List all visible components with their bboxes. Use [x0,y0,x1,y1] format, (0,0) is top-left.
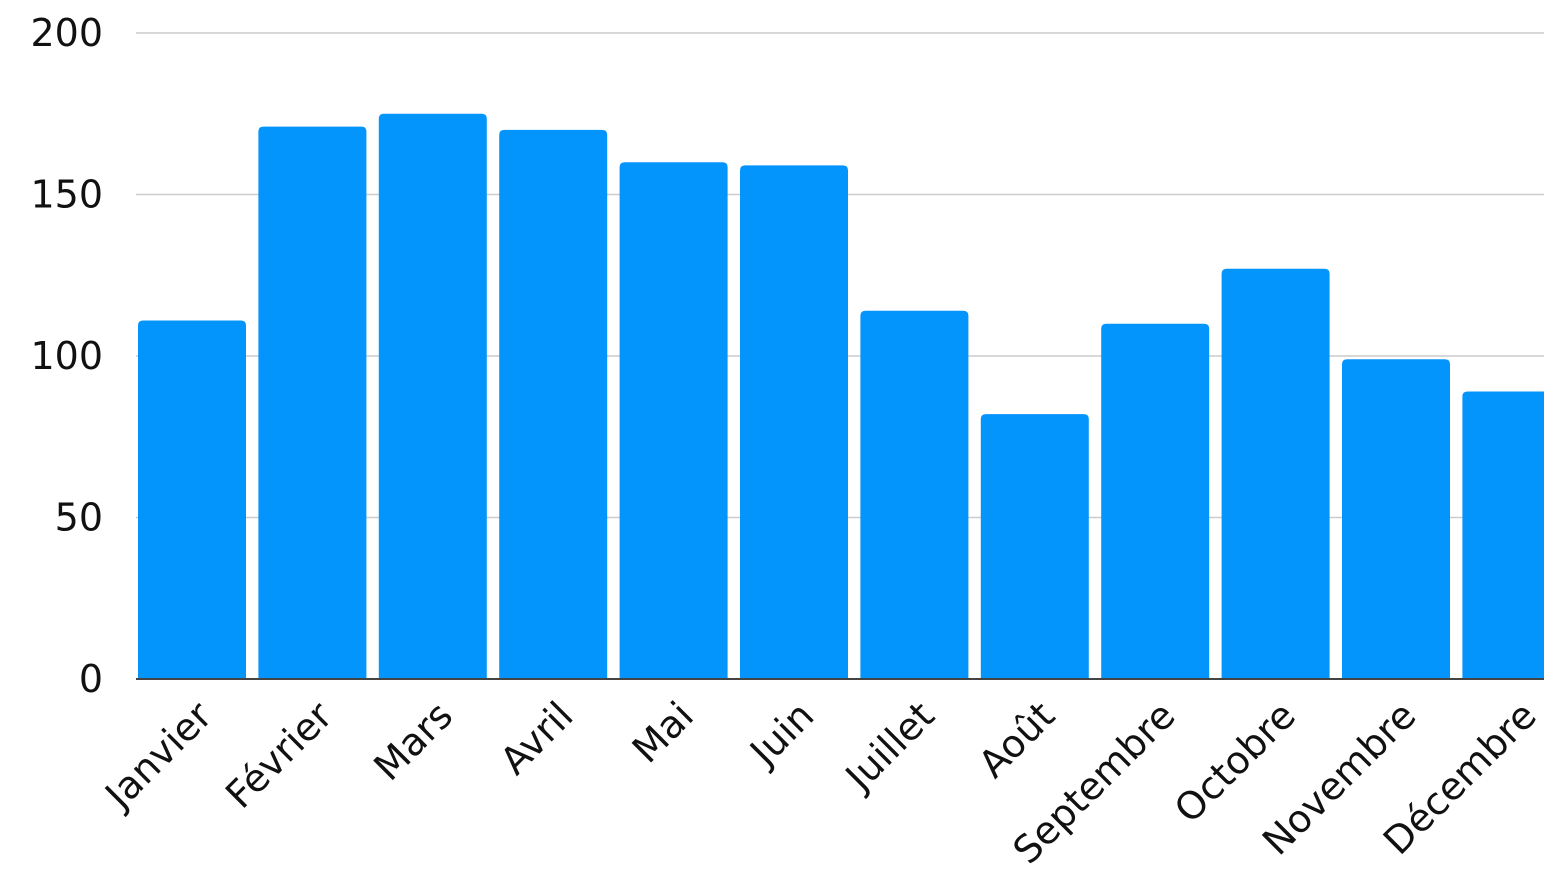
y-tick-label: 0 [79,657,103,701]
x-tick-label: Mars [365,693,461,789]
x-tick-label: Février [217,693,341,817]
bar-octobre [1221,268,1330,679]
y-tick-label: 100 [30,334,103,378]
x-tick-label: Août [970,693,1063,786]
bar-septembre [1101,323,1210,679]
bar-juin [740,165,848,679]
bar-mai [619,162,728,679]
bar-avril [499,129,608,679]
bar-janvier [138,320,246,679]
x-tick-label: Janvier [95,693,220,818]
bar-novembre [1342,359,1450,679]
y-tick-label: 50 [55,496,103,540]
bar-juillet [860,310,969,679]
y-tick-labels: 0 50 100 150 200 [30,11,103,701]
y-tick-label: 200 [30,11,103,55]
x-tick-label: Juin [740,693,822,775]
bar-décembre [1462,391,1544,679]
bar-août [980,414,1089,679]
bars [138,113,1544,680]
x-tick-label: Juillet [836,693,943,800]
x-tick-label: Mai [624,693,702,771]
y-tick-label: 150 [30,173,103,217]
x-tick-label: Avril [492,693,582,783]
bar-mars [378,113,487,679]
bar-février [258,126,367,680]
